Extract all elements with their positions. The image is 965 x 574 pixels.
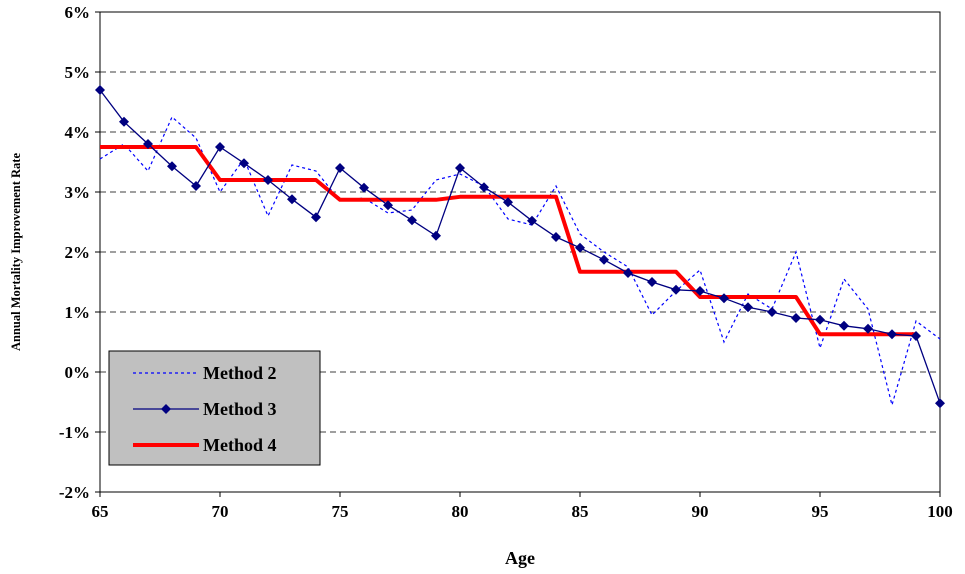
data-point-method-3 bbox=[95, 85, 105, 95]
data-point-method-3 bbox=[527, 215, 537, 226]
x-tick-label: 95 bbox=[812, 502, 829, 521]
data-point-method-3 bbox=[335, 163, 345, 173]
data-point-method-3 bbox=[383, 200, 393, 211]
legend-label-method-4: Method 4 bbox=[203, 435, 277, 455]
data-point-method-3 bbox=[431, 230, 441, 241]
y-tick-label: 1% bbox=[65, 303, 91, 322]
data-point-method-3 bbox=[743, 302, 753, 313]
data-point-method-3 bbox=[887, 329, 897, 340]
x-tick-label: 70 bbox=[212, 502, 229, 521]
x-axis-title: Age bbox=[505, 548, 535, 568]
x-tick-label: 65 bbox=[92, 502, 109, 521]
data-point-method-3 bbox=[647, 277, 657, 287]
data-point-method-3 bbox=[791, 313, 801, 323]
legend-label-method-3: Method 3 bbox=[203, 399, 277, 419]
data-point-method-3 bbox=[455, 163, 465, 173]
data-point-method-3 bbox=[143, 139, 153, 149]
data-point-method-3 bbox=[839, 320, 849, 331]
data-point-method-3 bbox=[599, 254, 609, 265]
data-point-method-3 bbox=[719, 293, 729, 304]
data-point-method-3 bbox=[671, 284, 681, 295]
data-point-method-3 bbox=[287, 194, 297, 205]
data-point-method-3 bbox=[311, 212, 321, 223]
data-point-method-3 bbox=[815, 314, 825, 325]
data-point-method-3 bbox=[935, 398, 945, 409]
x-tick-label: 100 bbox=[927, 502, 953, 521]
data-point-method-3 bbox=[863, 323, 873, 334]
legend: Method 2 Method 3 Method 4 bbox=[108, 350, 321, 466]
y-tick-label: 4% bbox=[65, 123, 91, 142]
y-tick-label: -2% bbox=[59, 483, 90, 502]
x-tick-label: 80 bbox=[452, 502, 469, 521]
x-tick-label: 75 bbox=[332, 502, 349, 521]
axes: -2% -1% 0% 1% 2% 3% 4% 5% 6% 65 70 75 80 85 90 95 100 bbox=[59, 3, 953, 521]
series-line-method-4 bbox=[100, 145, 916, 337]
data-point-method-3 bbox=[503, 197, 513, 208]
x-tick-label: 85 bbox=[572, 502, 589, 521]
data-point-method-3 bbox=[767, 307, 777, 317]
y-axis-title: Annual Mortality Improvement Rate bbox=[9, 153, 23, 351]
x-tick-label: 90 bbox=[692, 502, 709, 521]
y-tick-label: -1% bbox=[59, 423, 90, 442]
data-point-method-3 bbox=[215, 142, 225, 152]
data-point-method-3 bbox=[479, 182, 489, 193]
legend-label-method-2: Method 2 bbox=[203, 363, 277, 383]
y-tick-label: 2% bbox=[65, 243, 91, 262]
data-point-method-3 bbox=[239, 158, 249, 169]
data-point-method-3 bbox=[575, 242, 585, 253]
data-point-method-3 bbox=[359, 182, 369, 193]
data-point-method-3 bbox=[695, 286, 705, 296]
legend-marker-method-3 bbox=[161, 404, 171, 414]
y-tick-label: 0% bbox=[65, 363, 91, 382]
series-layer bbox=[95, 85, 945, 409]
y-tick-label: 5% bbox=[65, 63, 91, 82]
data-point-method-3 bbox=[191, 181, 201, 191]
data-point-method-3 bbox=[911, 331, 921, 341]
data-point-method-3 bbox=[263, 175, 273, 185]
data-point-method-3 bbox=[167, 161, 177, 172]
data-point-method-3 bbox=[407, 215, 417, 226]
data-point-method-3 bbox=[623, 268, 633, 278]
series-line-method-2 bbox=[99, 116, 941, 408]
y-tick-label: 6% bbox=[65, 3, 91, 22]
data-point-method-3 bbox=[119, 116, 129, 127]
y-tick-label: 3% bbox=[65, 183, 91, 202]
data-point-method-3 bbox=[551, 232, 561, 242]
